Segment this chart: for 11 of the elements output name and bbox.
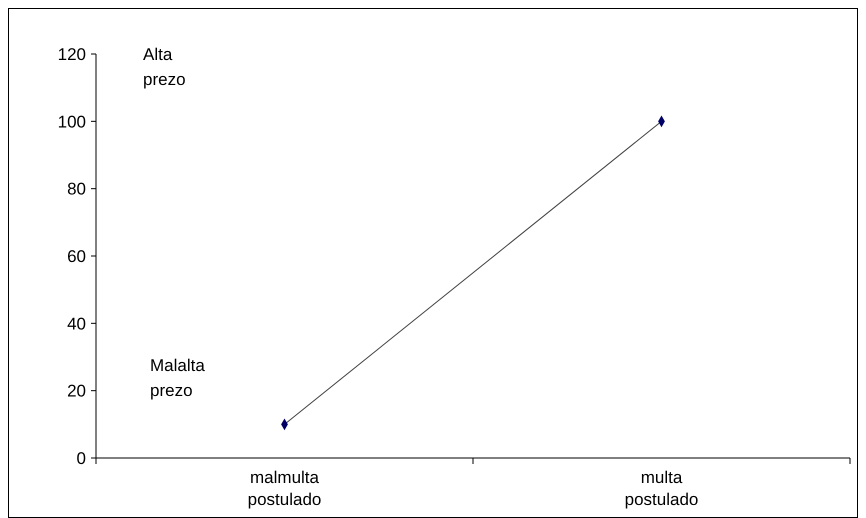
x-tick-label: malmulta postulado: [248, 468, 322, 509]
y-tick-label: 60: [67, 246, 86, 266]
annotation: Alta prezo: [143, 45, 186, 89]
annotation: Malalta prezo: [150, 356, 206, 400]
y-tick-label: 0: [76, 448, 86, 468]
y-tick-label: 120: [58, 44, 86, 64]
y-tick-label: 80: [67, 180, 86, 199]
x-tick-label: multa postulado: [624, 468, 698, 509]
y-tick-label: 100: [58, 112, 86, 132]
y-tick-label: 40: [67, 314, 86, 334]
y-tick-label: 20: [67, 382, 86, 401]
